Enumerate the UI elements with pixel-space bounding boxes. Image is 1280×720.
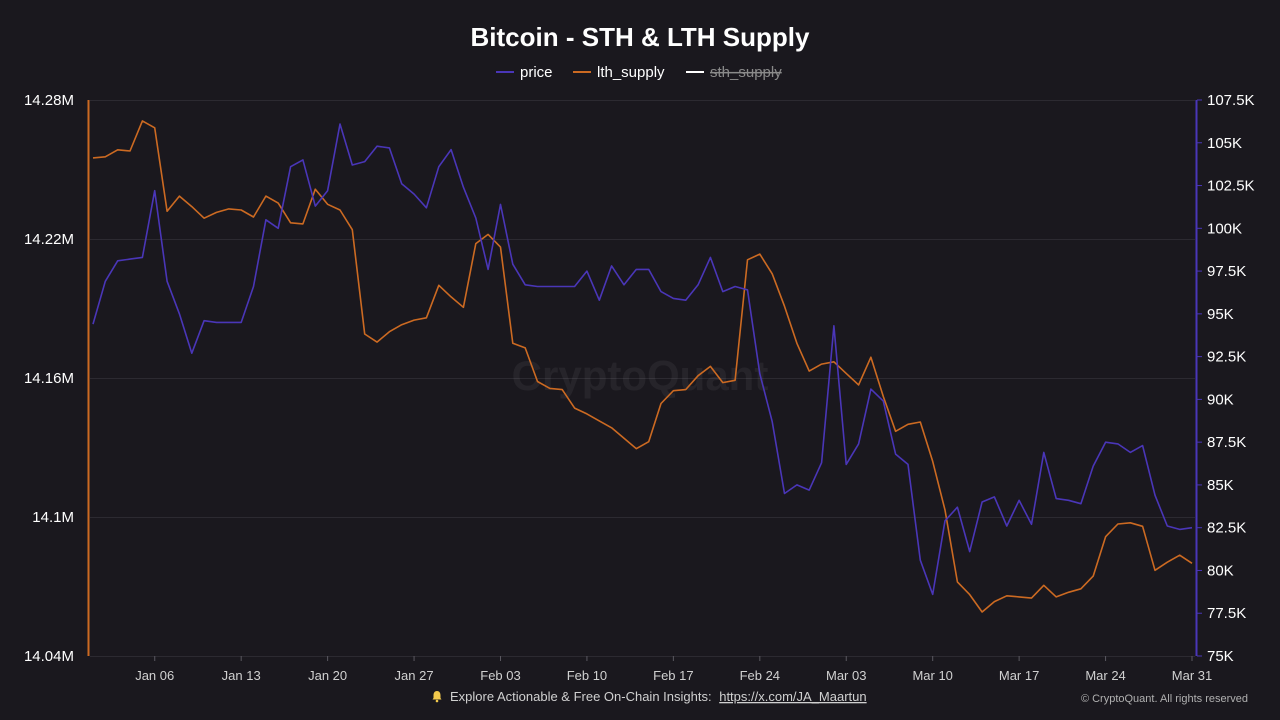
x-axis-ticks: Jan 06 Jan 13 Jan 20 Jan 27 Feb 03 Feb 10 Feb … [135, 656, 1212, 683]
copyright-text: © CryptoQuant. All rights reserved [1081, 693, 1248, 705]
series-line-lth-supply [92, 120, 1193, 613]
left-tick-label: 14.1M [32, 509, 74, 526]
right-tick-label: 87.5K [1207, 434, 1246, 451]
left-tick-label: 14.28M [24, 92, 74, 109]
legend-item-sth-supply[interactable]: sth_supply [686, 64, 782, 81]
right-tick-label: 75K [1207, 648, 1234, 665]
legend-item-lth-supply[interactable]: lth_supply [573, 64, 665, 81]
right-tick-label: 80K [1207, 562, 1234, 579]
x-tick-label: Jan 06 [135, 668, 174, 683]
x-tick-label: Feb 10 [567, 668, 607, 683]
left-axis-ticks: 14.04M 14.1M 14.16M 14.22M 14.28M [24, 92, 74, 665]
legend-label-sth-supply: sth_supply [710, 64, 782, 81]
right-tick-label: 105K [1207, 135, 1242, 152]
chart-title: Bitcoin - STH & LTH Supply [471, 22, 810, 52]
series-layer [92, 120, 1193, 613]
left-tick-label: 14.16M [24, 370, 74, 387]
right-tick-label: 100K [1207, 220, 1242, 237]
x-tick-label: Feb 17 [653, 668, 693, 683]
watermark: CryptoQuant [512, 352, 769, 399]
x-tick-label: Mar 17 [999, 668, 1039, 683]
legend-item-price[interactable]: price [496, 64, 553, 81]
x-tick-label: Feb 03 [480, 668, 520, 683]
x-tick-label: Mar 10 [912, 668, 952, 683]
right-tick-label: 107.5K [1207, 92, 1255, 109]
bell-icon [432, 691, 442, 703]
x-tick-label: Feb 24 [740, 668, 780, 683]
left-tick-label: 14.04M [24, 648, 74, 665]
right-tick-label: 95K [1207, 306, 1234, 323]
x-tick-label: Jan 13 [222, 668, 261, 683]
legend-label-price: price [520, 64, 553, 81]
right-tick-label: 77.5K [1207, 605, 1246, 622]
footer-text: Explore Actionable & Free On-Chain Insig… [450, 689, 867, 704]
legend: price lth_supply sth_supply [496, 64, 782, 81]
x-tick-label: Jan 20 [308, 668, 347, 683]
x-tick-label: Mar 03 [826, 668, 866, 683]
footer-link[interactable]: https://x.com/JA_Maartun [719, 689, 866, 704]
right-tick-label: 85K [1207, 477, 1234, 494]
series-line-price [92, 123, 1193, 596]
right-tick-label: 97.5K [1207, 263, 1246, 280]
x-tick-label: Jan 27 [395, 668, 434, 683]
right-axis-ticks: 75K 77.5K 80K 82.5K 85K 87.5K 90K 92.5K 95K 97.5K… [1197, 92, 1255, 665]
x-tick-label: Mar 31 [1172, 668, 1212, 683]
x-tick-label: Mar 24 [1085, 668, 1125, 683]
right-tick-label: 92.5K [1207, 349, 1246, 366]
legend-label-lth-supply: lth_supply [597, 64, 665, 81]
left-tick-label: 14.22M [24, 231, 74, 248]
right-tick-label: 102.5K [1207, 178, 1255, 195]
right-tick-label: 82.5K [1207, 520, 1246, 537]
right-tick-label: 90K [1207, 391, 1234, 408]
footer-caption: Explore Actionable & Free On-Chain Insig… [450, 689, 712, 704]
footer: Explore Actionable & Free On-Chain Insig… [432, 689, 1248, 705]
